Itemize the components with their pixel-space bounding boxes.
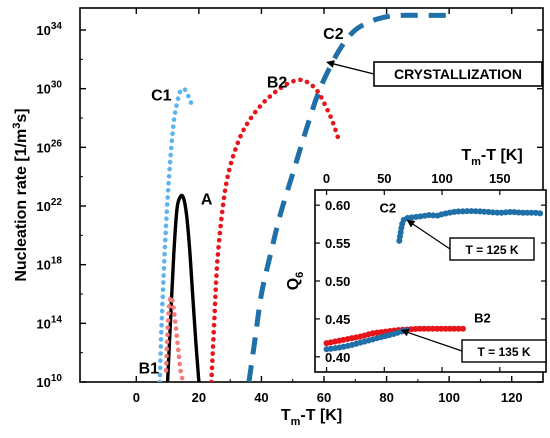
inset-y-tick-label: 0.45 (325, 312, 350, 327)
inset-series-c2-low-points (323, 326, 411, 353)
inset-x-tick-label: 100 (431, 171, 453, 186)
y-tick-label: 1026 (36, 138, 62, 155)
x-tick-label: 100 (438, 390, 460, 405)
inset-series-group (323, 208, 545, 353)
inset-y-tick-label: 0.40 (325, 350, 350, 365)
inset-temp-label: T = 125 K (465, 243, 518, 257)
x-tick-label: 80 (379, 390, 393, 405)
inset-x-tick-label: 150 (489, 171, 511, 186)
y-tick-label: 1034 (36, 21, 62, 38)
y-tick-label: 1022 (36, 197, 62, 214)
inset-x-tick-label: 0 (323, 171, 330, 186)
curve-label-a: A (201, 192, 213, 209)
curve-label-b1: B1 (139, 360, 160, 377)
x-tick-label: 120 (501, 390, 523, 405)
curve-label-b2: B2 (267, 74, 288, 91)
inset-y-tick-label: 0.55 (325, 236, 350, 251)
y-tick-label: 1010 (36, 373, 62, 390)
inset-series-c2-points (396, 208, 545, 244)
inset-y-tick-label: 0.60 (325, 198, 350, 213)
series-a-curve (165, 193, 201, 382)
inset-temp-arrow (406, 219, 451, 250)
inset-y-tick-label: 0.50 (325, 274, 350, 289)
x-tick-label: 20 (192, 390, 206, 405)
x-axis-label: Tm-T [K] (281, 407, 342, 428)
inset-temp-label: T = 135 K (477, 345, 530, 359)
x-tick-label: 0 (133, 390, 140, 405)
y-tick-label: 1014 (36, 314, 62, 331)
main-chart: 1010 1014 1018 1022 1026 1030 1034 0 20 40 60 80 100… (11, 7, 544, 428)
x-tick-label: 60 (317, 390, 331, 405)
series-b1-curve (163, 294, 186, 382)
inset-x-tick-label: 50 (377, 171, 391, 186)
main-series-group (157, 12, 450, 382)
crystallization-arrow (326, 60, 375, 75)
curve-label-c2: C2 (323, 26, 344, 43)
crystallization-label: CRYSTALLIZATION (394, 66, 522, 82)
series-b2-curve (209, 77, 342, 382)
y-tick-label: 1018 (36, 256, 62, 273)
inset-curve-label-b2: B2 (474, 310, 491, 325)
inset-chart: 0.40 0.45 0.50 0.55 0.60 0 50 100 150 Tm-T [K] Q6 C… (285, 147, 547, 373)
y-axis-label: Nucleation rate [1/m3s] (11, 108, 30, 281)
inset-curve-label-c2: C2 (379, 200, 396, 215)
inset-x-axis-label: Tm-T [K] (461, 147, 522, 168)
series-c1-curve (157, 86, 195, 382)
curve-label-c1: C1 (151, 88, 172, 105)
x-tick-label: 40 (254, 390, 268, 405)
y-tick-label: 1030 (36, 80, 62, 97)
inset-y-axis-label: Q6 (285, 272, 306, 291)
inset-temp-arrow (400, 328, 463, 352)
inset-series-b2-points (323, 325, 469, 347)
series-c2-curve (246, 12, 450, 382)
